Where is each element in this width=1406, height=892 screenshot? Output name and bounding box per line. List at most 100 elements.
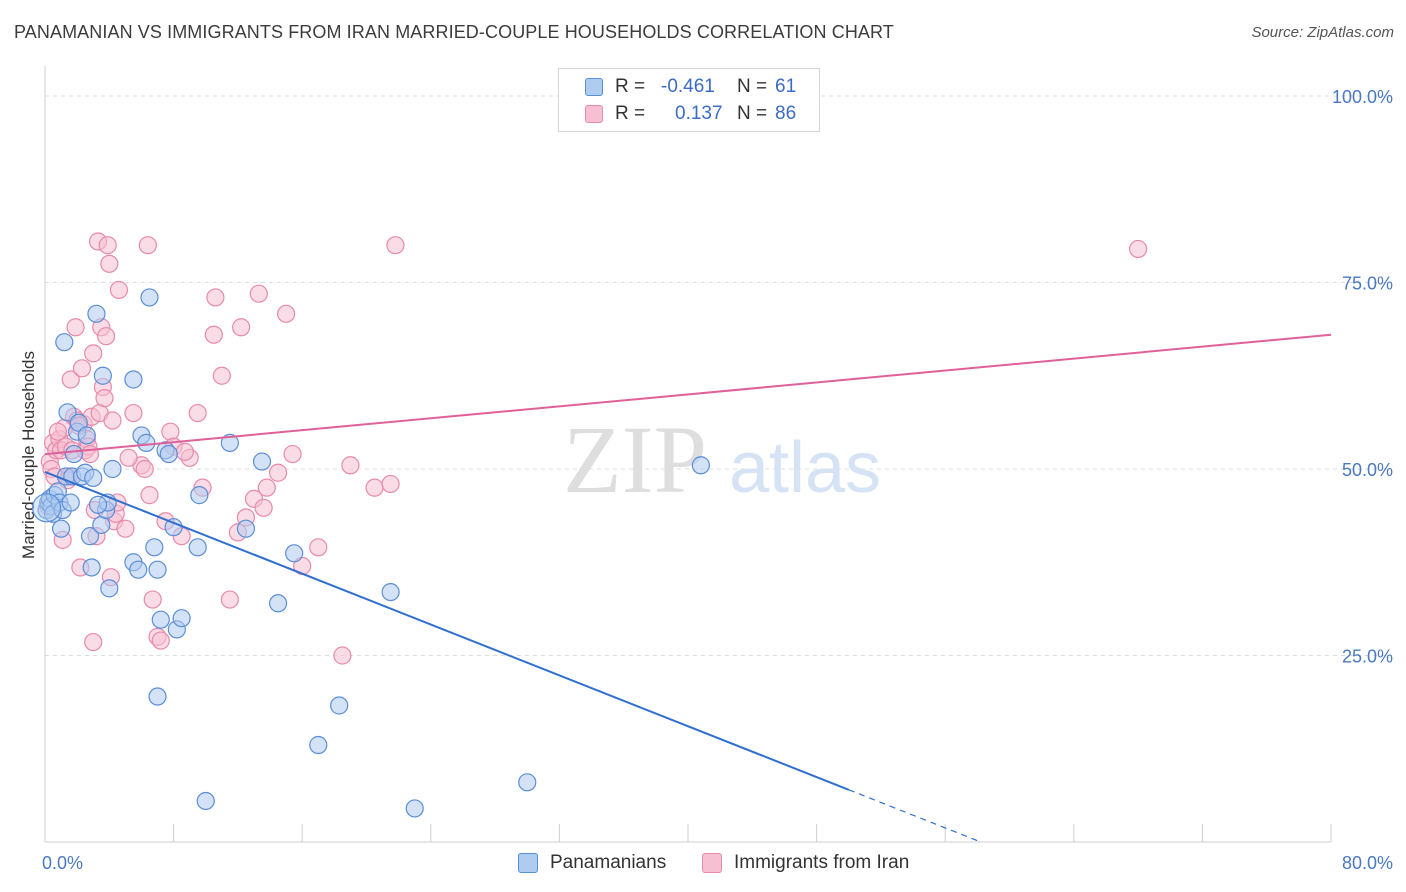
iran-point [72, 359, 92, 378]
iran-point [98, 236, 117, 255]
panamanian-point [84, 468, 103, 488]
series-swatch-blue [518, 853, 538, 873]
iran-point [333, 646, 352, 665]
legend-n-label: N = [737, 103, 768, 124]
panamanian-point [252, 452, 272, 471]
legend-r-label: R = [615, 76, 646, 97]
watermark-zip: ZIP [563, 406, 707, 513]
x-tick-label: 0.0% [42, 853, 83, 873]
legend-n-value: 61 [775, 76, 797, 97]
panamanian-point [100, 579, 119, 598]
panamanian-point [172, 609, 191, 628]
panamanian-trend-extension [848, 789, 978, 842]
iran-point [341, 456, 360, 475]
panamanian-point [236, 519, 256, 538]
panamanian-point [88, 495, 108, 514]
iran-point [386, 236, 405, 255]
panamanian-point [58, 403, 77, 422]
iran-point [257, 478, 276, 497]
iran-point [204, 325, 223, 344]
panamanian-point [220, 433, 239, 452]
panamanian-point [145, 538, 164, 557]
panamanian-points [32, 288, 710, 818]
panamanian-point [188, 538, 207, 557]
iran-point [365, 478, 384, 497]
iran-point [95, 389, 114, 408]
iran-point [254, 498, 273, 517]
panamanian-point [405, 799, 424, 818]
panamanian-point [285, 544, 304, 563]
panamanian-point [103, 459, 122, 479]
legend-r-value: -0.461 [661, 76, 715, 97]
series-label-iran: Immigrants from Iran [734, 852, 910, 873]
iran-trend-line [44, 333, 1332, 456]
panamanian-point [196, 791, 215, 811]
iran-point [249, 284, 268, 303]
panamanian-point [32, 493, 62, 523]
watermark: ZIP atlas [563, 406, 881, 513]
series-legend-iran[interactable]: Immigrants from Iran [702, 852, 909, 874]
panamanian-point [518, 773, 537, 792]
chart-title: PANAMANIAN VS IMMIGRANTS FROM IRAN MARRI… [14, 22, 894, 42]
y-tick-label: 75.0% [1342, 274, 1393, 294]
panamanian-point [80, 527, 100, 546]
panamanian-point [87, 304, 106, 323]
x-tick-labels: 0.0% 80.0% [42, 853, 1393, 873]
iran-point [66, 318, 85, 337]
iran-point [232, 318, 251, 337]
iran-point [151, 631, 170, 650]
series-legend-panamanians[interactable]: Panamanians [518, 852, 666, 874]
panamanian-point [77, 426, 96, 445]
legend-row-panamanians: R = -0.461 N = 61 [585, 74, 815, 100]
gridlines [45, 95, 1392, 656]
iran-point [212, 366, 231, 385]
panamanian-point [381, 582, 400, 602]
iran-point [220, 590, 239, 609]
iran-point [84, 632, 103, 652]
iran-point [80, 444, 100, 464]
legend-swatch-pink [585, 105, 603, 123]
panamanian-point [124, 370, 143, 389]
panamanian-point [140, 288, 159, 307]
iran-point [381, 474, 400, 494]
panamanian-point [268, 594, 288, 613]
trend-lines [44, 333, 1332, 842]
iran-point [268, 463, 288, 482]
y-tick-label: 100.0% [1332, 87, 1393, 107]
iran-point [116, 519, 135, 538]
legend-r-value: 0.137 [675, 103, 723, 124]
iran-point [283, 444, 302, 464]
y-tick-label: 50.0% [1342, 460, 1393, 480]
panamanian-point [51, 519, 71, 538]
x-tick-label: 80.0% [1342, 853, 1393, 873]
watermark-atlas: atlas [729, 428, 881, 508]
iran-point [61, 370, 80, 389]
y-tick-label: 25.0% [1342, 647, 1393, 667]
legend-n-label: N = [737, 76, 768, 97]
iran-point [48, 422, 67, 441]
panamanian-point [129, 560, 148, 579]
legend-row-iran: R = 0.137 N = 86 [585, 101, 815, 127]
iran-point [109, 280, 129, 300]
legend-swatch-blue [585, 78, 603, 96]
panamanian-point [93, 366, 112, 385]
iran-point [103, 411, 122, 430]
panamanian-point [190, 486, 209, 505]
panamanian-point [691, 456, 710, 475]
panamanian-point [148, 560, 167, 579]
iran-point [84, 344, 103, 363]
iran-point [119, 448, 138, 467]
panamanian-point [61, 493, 80, 512]
panamanian-point [55, 333, 74, 352]
series-swatch-pink [702, 853, 722, 873]
iran-point [1128, 239, 1148, 259]
iran-point [135, 459, 154, 479]
panamanian-point [148, 687, 167, 706]
panamanian-point [309, 735, 328, 755]
series-legend: Panamanians Immigrants from Iran [0, 852, 1406, 878]
iran-point [140, 486, 159, 505]
iran-point [96, 327, 116, 346]
panamanian-point [159, 444, 178, 464]
iran-point [124, 403, 143, 423]
